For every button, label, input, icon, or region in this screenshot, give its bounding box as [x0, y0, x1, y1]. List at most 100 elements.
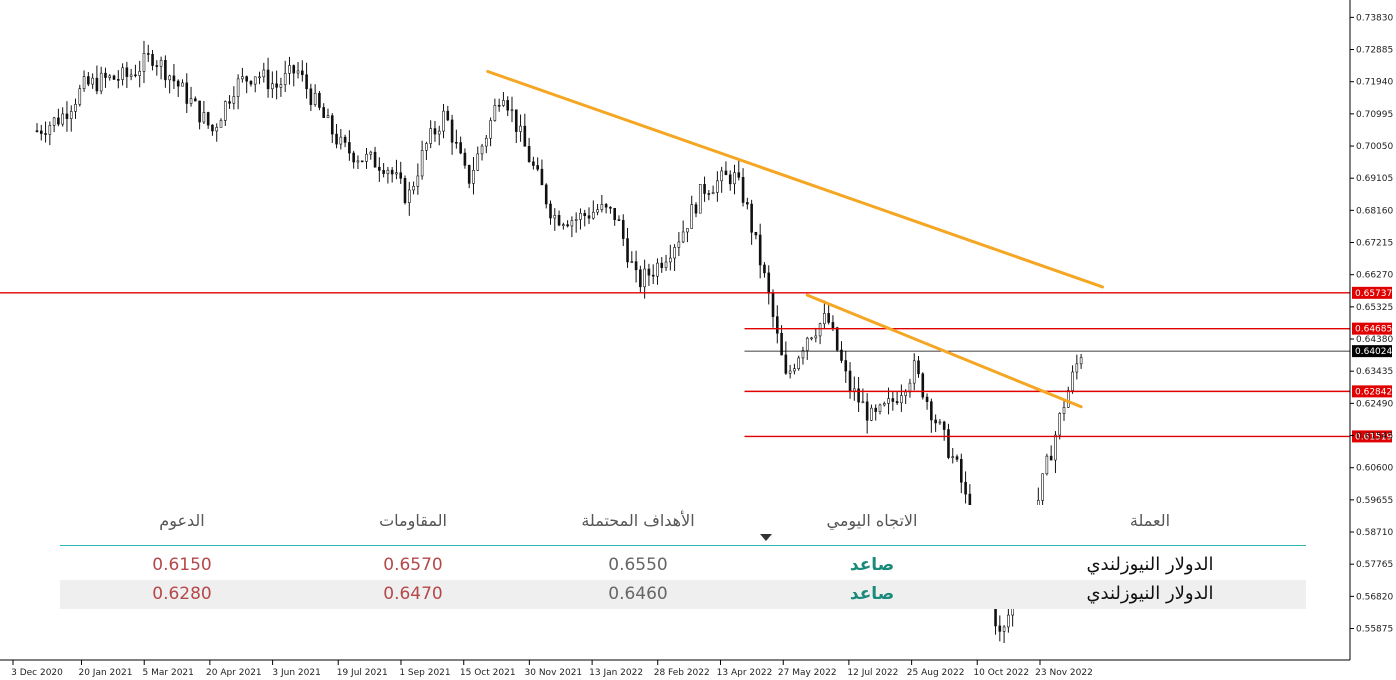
candle-body: [403, 178, 407, 203]
candle-body: [352, 152, 355, 163]
candle-body: [878, 404, 882, 412]
row-resistance: 0.6470: [383, 584, 443, 604]
candle-body: [904, 391, 907, 396]
candle-body: [514, 109, 518, 132]
candle-body: [455, 141, 458, 144]
candle-body: [305, 74, 308, 90]
candle-body: [386, 169, 390, 174]
time-tick-label: 12 Jul 2022: [847, 668, 898, 678]
candle-body: [579, 212, 582, 220]
candle-body: [711, 192, 715, 195]
price-tick-label: 0.66270: [1356, 271, 1393, 281]
price-tick-label: 0.69105: [1356, 174, 1393, 184]
price-tick-label: 0.58710: [1356, 528, 1393, 538]
time-tick-label: 1 Sep 2021: [399, 668, 450, 678]
candle-body: [617, 219, 621, 221]
candle-body: [1054, 434, 1057, 461]
horizontal-levels-group: 0.65737 0.64685 0.62842 0.61519 0.64024: [0, 286, 1392, 443]
time-tick-label: 19 Jul 2021: [337, 668, 388, 678]
candle-body: [348, 142, 351, 154]
candle-body: [416, 175, 420, 187]
candle-body: [146, 53, 150, 55]
header-targets[interactable]: الأهداف المحتملة: [581, 511, 695, 530]
candle-body: [895, 401, 899, 404]
candle-body: [510, 109, 514, 112]
header-trend[interactable]: الاتجاه اليومي: [826, 511, 918, 530]
price-tick-label: 0.59655: [1356, 496, 1393, 506]
candle-body: [87, 76, 90, 85]
table-header: العملة الاتجاه اليومي الأهداف المحتملة ا…: [60, 505, 1306, 546]
candle-body: [724, 170, 728, 176]
candle-body: [198, 100, 201, 123]
candle-body: [476, 153, 480, 171]
candle-body: [57, 117, 60, 125]
price-level-tag-label: 0.64024: [1355, 347, 1392, 357]
candle-body: [741, 177, 745, 203]
candle-body: [95, 77, 99, 92]
time-tick-label: 13 Apr 2022: [717, 668, 773, 678]
candle-body: [930, 401, 933, 421]
candle-body: [767, 272, 771, 294]
candle-body: [172, 75, 176, 82]
candle-body: [450, 119, 454, 143]
time-tick-label: 20 Apr 2021: [206, 668, 262, 678]
candle-body: [621, 219, 625, 239]
candle-body: [673, 247, 676, 259]
candle-body: [117, 79, 120, 81]
candle-body: [134, 74, 137, 77]
price-level-tag: [1352, 430, 1392, 443]
trendlines-group: [486, 69, 1105, 409]
candle-body: [801, 350, 805, 359]
candle-body: [313, 92, 317, 105]
candle-body: [947, 429, 950, 458]
candle-body: [917, 360, 920, 375]
candle-body: [823, 313, 826, 325]
price-level-tag: [1352, 385, 1392, 398]
time-tick-label: 13 Jan 2022: [589, 668, 643, 678]
price-tick-label: 0.55875: [1356, 625, 1393, 635]
candle-body: [420, 150, 424, 177]
time-tick-label: 20 Jan 2021: [78, 668, 132, 678]
price-tick-label: 0.56820: [1356, 592, 1393, 602]
candle-body: [82, 76, 86, 89]
header-resistances[interactable]: المقاومات: [379, 511, 447, 530]
candle-body: [746, 202, 749, 205]
candle-body: [189, 98, 193, 104]
price-tick-label: 0.68160: [1356, 206, 1393, 216]
header-currency[interactable]: العملة: [1129, 511, 1171, 530]
row-target: 0.6460: [608, 584, 668, 604]
price-level-tag-label: 0.65737: [1355, 289, 1392, 299]
candle-body: [639, 269, 642, 288]
time-tick-label: 27 May 2022: [778, 668, 837, 678]
candle-body: [296, 70, 300, 74]
candle-body: [425, 143, 428, 151]
candle-body: [360, 160, 364, 163]
candle-body: [330, 115, 334, 135]
candle-body: [258, 76, 261, 79]
price-tick-label: 0.72885: [1356, 46, 1393, 56]
candle-body: [733, 172, 736, 185]
candle-body: [253, 76, 257, 85]
header-supports[interactable]: الدعوم: [159, 511, 205, 530]
candle-body: [459, 142, 462, 154]
price-level-tag: [1352, 345, 1392, 358]
trendline: [805, 293, 1083, 409]
candle-body: [630, 261, 634, 263]
candle-body: [870, 407, 873, 421]
price-tick-label: 0.62490: [1356, 399, 1393, 409]
candle-body: [185, 82, 189, 104]
candle-body: [236, 78, 240, 97]
price-tick-label: 0.65325: [1356, 303, 1393, 313]
row-currency: الدولار النيوزلندي: [1086, 583, 1214, 604]
candle-body: [643, 268, 646, 288]
price-level-tag: [1352, 322, 1392, 335]
candle-body: [1002, 626, 1006, 632]
candle-body: [493, 104, 497, 121]
candle-body: [523, 125, 527, 147]
candle-body: [570, 220, 574, 227]
candle-body: [249, 80, 253, 85]
sort-down-icon[interactable]: [760, 534, 772, 541]
candle-body: [912, 360, 916, 384]
candle-body: [373, 151, 377, 168]
